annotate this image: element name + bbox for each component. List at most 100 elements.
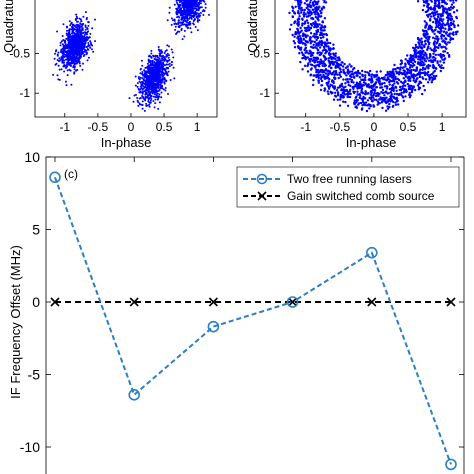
- cluster-point: [73, 58, 76, 61]
- cluster-point: [180, 14, 183, 17]
- ring-point: [448, 32, 452, 35]
- ring-point: [320, 8, 324, 11]
- cluster-point: [149, 76, 152, 79]
- cluster-point: [154, 98, 157, 101]
- cluster-point: [66, 65, 69, 67]
- ring-point: [349, 88, 352, 92]
- cluster-point: [56, 54, 59, 57]
- ring-point: [361, 101, 365, 104]
- cluster-point: [179, 12, 182, 15]
- cluster-point: [67, 39, 69, 42]
- ring-point: [292, 40, 295, 43]
- ring-point: [423, 68, 427, 71]
- cluster-point: [66, 34, 69, 37]
- cluster-point: [70, 35, 72, 38]
- ring-point: [419, 46, 422, 49]
- cluster-point: [147, 83, 150, 86]
- cluster-point: [153, 78, 156, 81]
- ring-point: [446, 0, 449, 1]
- cluster-point: [151, 74, 154, 77]
- ring-point: [339, 75, 343, 79]
- cluster-point: [165, 63, 168, 66]
- cluster-point: [89, 46, 92, 49]
- cluster-point: [151, 85, 154, 87]
- cluster-point: [92, 50, 95, 53]
- ring-point: [317, 76, 320, 80]
- cluster-point: [173, 18, 176, 21]
- ring-point: [343, 93, 347, 96]
- cluster-point: [143, 109, 146, 112]
- cluster-point: [199, 12, 202, 14]
- ring-point: [315, 75, 318, 79]
- ring-point: [327, 65, 331, 68]
- cluster-point: [192, 16, 195, 19]
- cluster-point: [148, 91, 151, 94]
- cluster-point: [71, 55, 74, 57]
- cluster-point: [142, 97, 145, 100]
- ring-point: [350, 70, 354, 73]
- ring-point: [436, 39, 439, 43]
- cluster-point: [144, 81, 147, 84]
- cluster-point: [180, 0, 183, 1]
- ring-point: [360, 108, 364, 111]
- ring-point: [399, 88, 403, 91]
- ring-point: [346, 95, 349, 99]
- ring-point: [298, 52, 301, 55]
- cluster-point: [56, 30, 59, 33]
- cluster-point: [198, 19, 201, 22]
- ring-point: [290, 23, 293, 26]
- cluster-point: [165, 71, 168, 74]
- cluster-point: [149, 94, 152, 97]
- cluster-point: [160, 49, 163, 52]
- cluster-point: [157, 107, 160, 110]
- ring-point: [342, 78, 345, 81]
- ring-point: [422, 45, 426, 48]
- ring-point: [394, 86, 398, 89]
- ring-point: [293, 46, 297, 49]
- cluster-point: [78, 29, 81, 32]
- cluster-point: [73, 65, 76, 68]
- cluster-point: [149, 88, 152, 91]
- cluster-point: [65, 32, 68, 35]
- ring-point: [307, 24, 310, 27]
- ring-point: [368, 107, 371, 110]
- cluster-point: [189, 27, 192, 30]
- cluster-point: [183, 29, 186, 32]
- ring-point: [339, 98, 342, 101]
- ring-point: [316, 2, 319, 6]
- cluster-point: [72, 42, 75, 45]
- cluster-point: [161, 85, 164, 87]
- ring-point: [302, 15, 306, 18]
- cluster-point: [150, 56, 153, 59]
- cluster-point: [84, 11, 87, 14]
- cluster-point: [56, 59, 59, 61]
- ring-point: [306, 0, 309, 2]
- cluster-point: [141, 64, 144, 67]
- ring-point: [368, 73, 371, 77]
- cluster-point: [134, 84, 137, 87]
- ring-point: [404, 95, 407, 98]
- cluster-point: [143, 69, 146, 72]
- cluster-point: [202, 9, 205, 11]
- ring-point: [421, 8, 425, 12]
- cluster-point: [155, 74, 158, 77]
- cluster-point: [189, 12, 192, 15]
- ring-point: [363, 103, 367, 107]
- ring-point: [329, 41, 332, 45]
- ring-point: [442, 61, 446, 64]
- ring-point: [441, 12, 445, 15]
- ring-point: [361, 73, 364, 77]
- cluster-point: [84, 50, 87, 53]
- cluster-point: [60, 68, 63, 71]
- cluster-point: [80, 52, 83, 54]
- x-tick-label: 0: [128, 120, 135, 134]
- ring-point: [334, 72, 337, 76]
- cluster-point: [166, 19, 169, 22]
- cluster-point: [60, 48, 63, 51]
- ring-point: [311, 16, 314, 20]
- cluster-point: [139, 81, 142, 84]
- ring-point: [306, 21, 310, 25]
- ring-point: [321, 64, 324, 68]
- cluster-point: [89, 40, 92, 43]
- ring-point: [410, 90, 414, 94]
